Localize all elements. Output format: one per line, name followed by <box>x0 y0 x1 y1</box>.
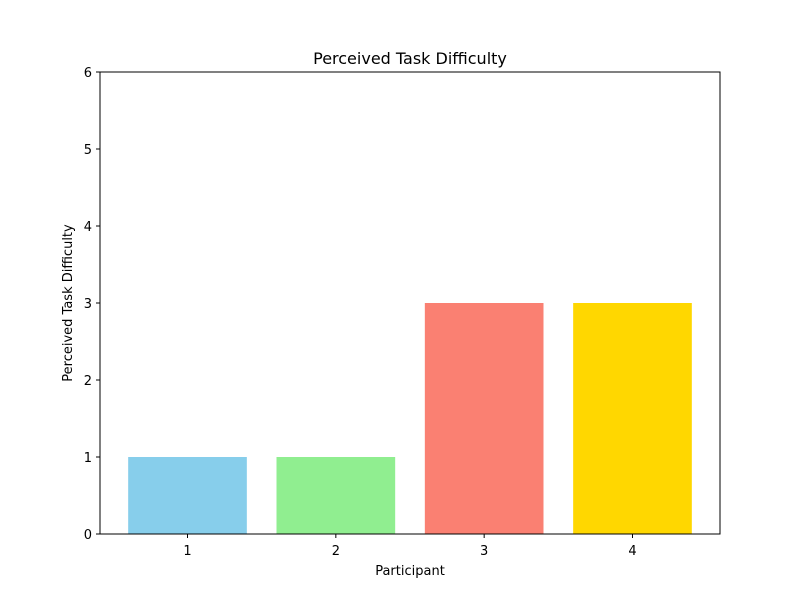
chart-title: Perceived Task Difficulty <box>313 49 507 68</box>
y-tick-label: 0 <box>84 528 92 543</box>
y-tick-label: 3 <box>84 297 92 312</box>
x-tick-label: 4 <box>628 544 636 559</box>
plot-frame <box>99 71 721 535</box>
y-axis-ticks: 0 1 2 3 4 5 6 <box>84 66 100 543</box>
x-tick-label: 2 <box>332 544 340 559</box>
bar-participant-4 <box>573 303 692 534</box>
x-axis-ticks: 1 2 3 4 <box>183 534 637 559</box>
y-tick-label: 6 <box>84 66 92 81</box>
x-axis-label: Participant <box>375 564 445 579</box>
x-tick-label: 1 <box>183 544 191 559</box>
bar-participant-2 <box>276 457 396 534</box>
bar-participant-1 <box>128 457 247 534</box>
y-tick-label: 2 <box>84 374 92 389</box>
y-axis-label: Perceived Task Difficulty <box>61 224 76 382</box>
y-tick-label: 4 <box>84 220 92 235</box>
bar-participant-3 <box>424 303 544 534</box>
y-tick-label: 1 <box>84 451 92 466</box>
y-tick-label: 5 <box>84 143 92 158</box>
x-tick-label: 3 <box>480 544 488 559</box>
bars-group <box>128 303 692 534</box>
